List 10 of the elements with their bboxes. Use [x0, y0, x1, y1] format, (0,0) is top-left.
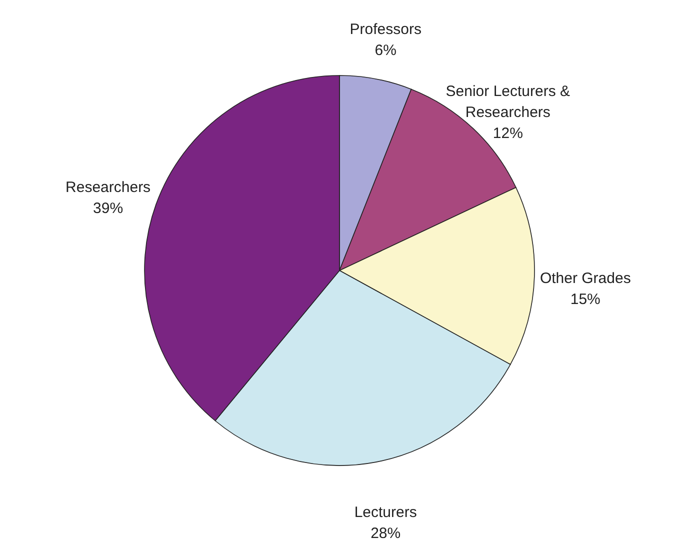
slice-label: Lecturers	[354, 504, 417, 522]
slice-label: Senior Lecturers & Researchers	[446, 83, 570, 122]
slice-label: Other Grades	[540, 270, 631, 288]
data-label: 39%	[93, 200, 124, 218]
data-label: 12%	[492, 125, 523, 142]
slice-label: Professors	[350, 20, 422, 38]
data-label: 6%	[374, 42, 396, 59]
data-label: 28%	[370, 525, 401, 541]
slice-label: Researchers	[66, 179, 151, 196]
data-label: 15%	[570, 291, 600, 308]
